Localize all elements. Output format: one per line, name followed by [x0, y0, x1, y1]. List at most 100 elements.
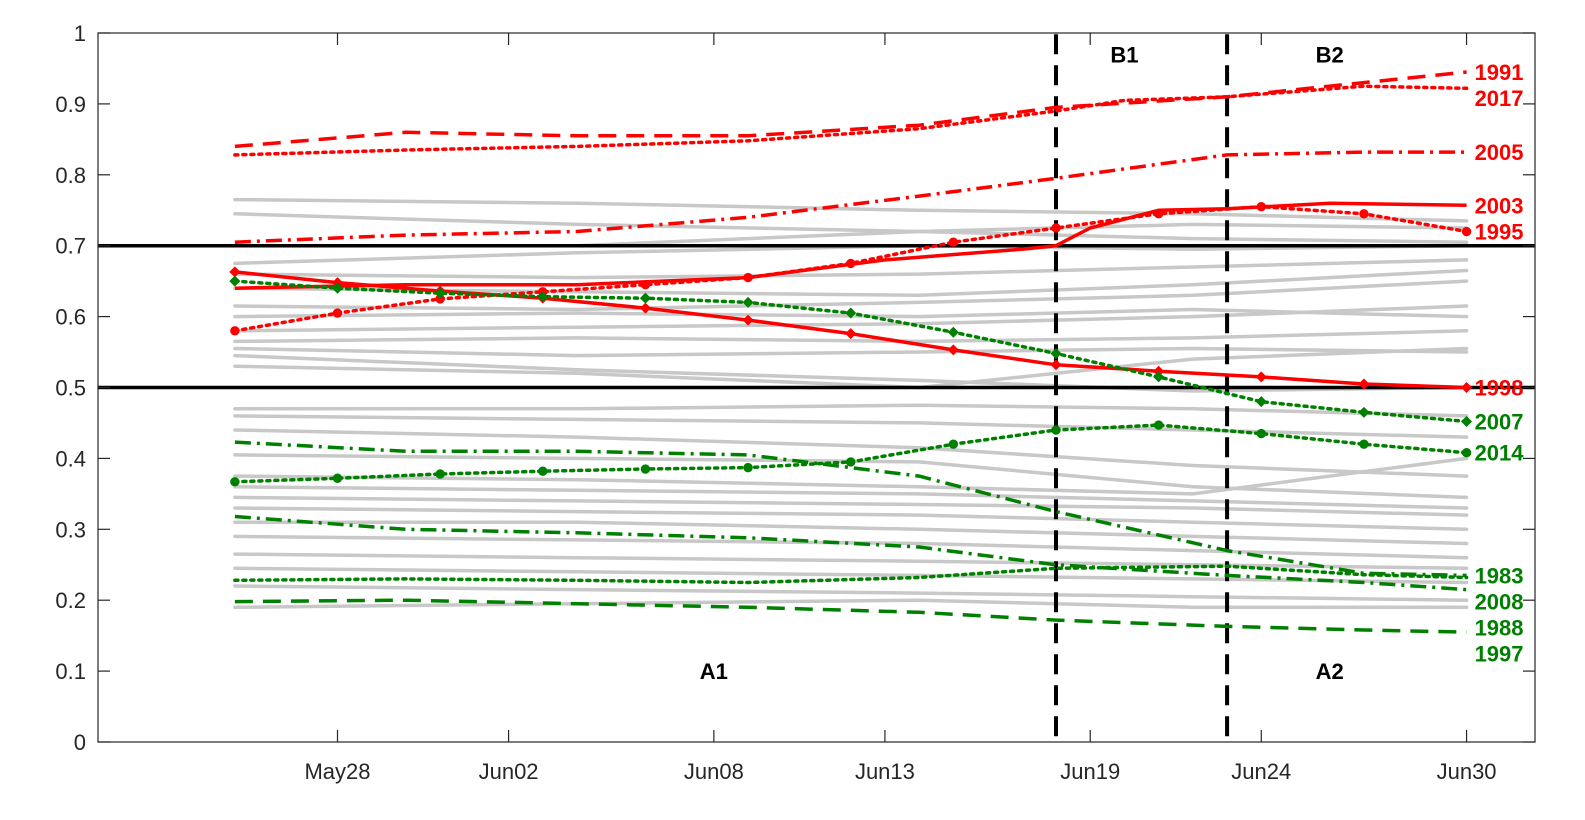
point-1995-9 — [1051, 223, 1061, 233]
background-line-25 — [233, 566, 1469, 585]
x-tick-label: Jun02 — [479, 759, 539, 784]
point-2007-3 — [434, 287, 446, 299]
y-tick-label: 0.2 — [55, 588, 86, 613]
point-1998-2 — [332, 277, 343, 289]
series-line-2005 — [234, 150, 1467, 244]
region-label-b1: B1 — [1110, 42, 1138, 67]
y-tick-label: 0 — [74, 730, 86, 755]
background-line-27 — [233, 598, 1469, 610]
axes — [97, 32, 1536, 743]
point-1995-6 — [743, 272, 753, 283]
point-2014-4 — [538, 466, 548, 476]
series-1991 — [234, 70, 1467, 149]
series-1997 — [234, 598, 1467, 634]
point-2007-11 — [1255, 396, 1267, 408]
background-line-11 — [233, 346, 1469, 358]
point-1998-8 — [947, 344, 959, 356]
background-line-14 — [233, 403, 1469, 418]
background-line-9 — [233, 304, 1469, 333]
series-1988 — [234, 514, 1467, 592]
point-1998-10 — [1153, 365, 1165, 377]
point-1995-13 — [1461, 226, 1472, 237]
point-1995-10 — [1153, 209, 1164, 219]
series-label-2008: 2008 — [1475, 589, 1524, 614]
series-label-1991: 1991 — [1475, 60, 1524, 85]
point-2014-8 — [948, 439, 959, 449]
y-tick-label: 0.7 — [55, 234, 86, 259]
point-2014-1 — [230, 477, 240, 487]
point-1995-5 — [640, 279, 651, 290]
point-1995-11 — [1256, 202, 1266, 212]
background-line-10 — [233, 329, 1469, 344]
background-line-23 — [233, 534, 1469, 560]
background-line-24 — [233, 552, 1469, 571]
x-tick-label: May28 — [304, 759, 370, 784]
background-line-20 — [233, 495, 1469, 517]
y-tick-label: 0.6 — [55, 305, 86, 330]
point-1995-1 — [230, 326, 240, 336]
point-2007-4 — [537, 291, 549, 303]
background-line-26 — [233, 584, 1469, 602]
point-2014-6 — [743, 462, 753, 473]
background-line-19 — [233, 485, 1469, 510]
series-line-1988 — [234, 514, 1467, 592]
y-tick-label: 0.4 — [55, 446, 86, 471]
background-line-15 — [233, 414, 1469, 439]
series-label-1997: 1997 — [1475, 641, 1524, 666]
series-label-2003: 2003 — [1475, 193, 1524, 218]
series-label-2017: 2017 — [1475, 86, 1524, 111]
series-label-1995: 1995 — [1475, 220, 1524, 245]
series-line-1997 — [234, 598, 1467, 634]
series-line-2017 — [233, 84, 1469, 157]
background-line-18 — [233, 456, 1469, 496]
point-1998-6 — [742, 314, 754, 326]
series-label-1988: 1988 — [1475, 615, 1524, 640]
point-2007-5 — [639, 292, 651, 304]
point-2007-10 — [1153, 371, 1165, 383]
background-line-22 — [233, 520, 1469, 546]
point-1998-5 — [639, 302, 651, 314]
region-label-b2: B2 — [1316, 42, 1344, 67]
background-line-6 — [233, 268, 1469, 298]
y-tick-label: 1 — [74, 21, 86, 46]
y-tick-label: 0.3 — [55, 517, 86, 542]
point-1995-7 — [846, 258, 856, 269]
x-tick-label: Jun24 — [1231, 759, 1291, 784]
point-2014-12 — [1359, 439, 1369, 449]
series-label-2014: 2014 — [1475, 441, 1525, 466]
point-2014-10 — [1153, 420, 1164, 430]
series-label-1983: 1983 — [1475, 563, 1524, 588]
series-2007 — [229, 275, 1473, 428]
x-tick-label: Jun13 — [855, 759, 915, 784]
x-tick-label: Jun30 — [1437, 759, 1497, 784]
point-2007-13 — [1461, 416, 1473, 428]
series-1983 — [234, 440, 1467, 578]
point-2007-7 — [845, 307, 857, 319]
point-2014-11 — [1256, 428, 1266, 439]
series-label-2007: 2007 — [1475, 410, 1524, 435]
point-1995-2 — [332, 308, 343, 318]
point-1998-12 — [1358, 378, 1370, 390]
point-2007-2 — [332, 282, 343, 294]
series-line-1991 — [234, 70, 1467, 149]
point-1998-9 — [1050, 359, 1062, 371]
series-label-2005: 2005 — [1475, 140, 1524, 165]
point-2014-5 — [640, 464, 651, 474]
background-line-21 — [233, 506, 1469, 532]
point-2014-7 — [846, 457, 856, 467]
point-2007-12 — [1358, 406, 1370, 418]
y-tick-label: 0.9 — [55, 92, 86, 117]
series-2014 — [230, 420, 1472, 487]
point-1995-12 — [1359, 209, 1369, 219]
series-lines — [229, 70, 1473, 634]
series-1995 — [230, 202, 1472, 336]
background-line-12 — [233, 353, 1469, 393]
series-line-2008 — [233, 564, 1469, 585]
point-2007-6 — [742, 296, 754, 308]
series-line-1983 — [234, 440, 1467, 578]
background-line-1 — [233, 197, 1469, 223]
point-2014-3 — [435, 469, 445, 479]
point-2007-1 — [229, 275, 241, 287]
point-2014-2 — [332, 473, 343, 483]
